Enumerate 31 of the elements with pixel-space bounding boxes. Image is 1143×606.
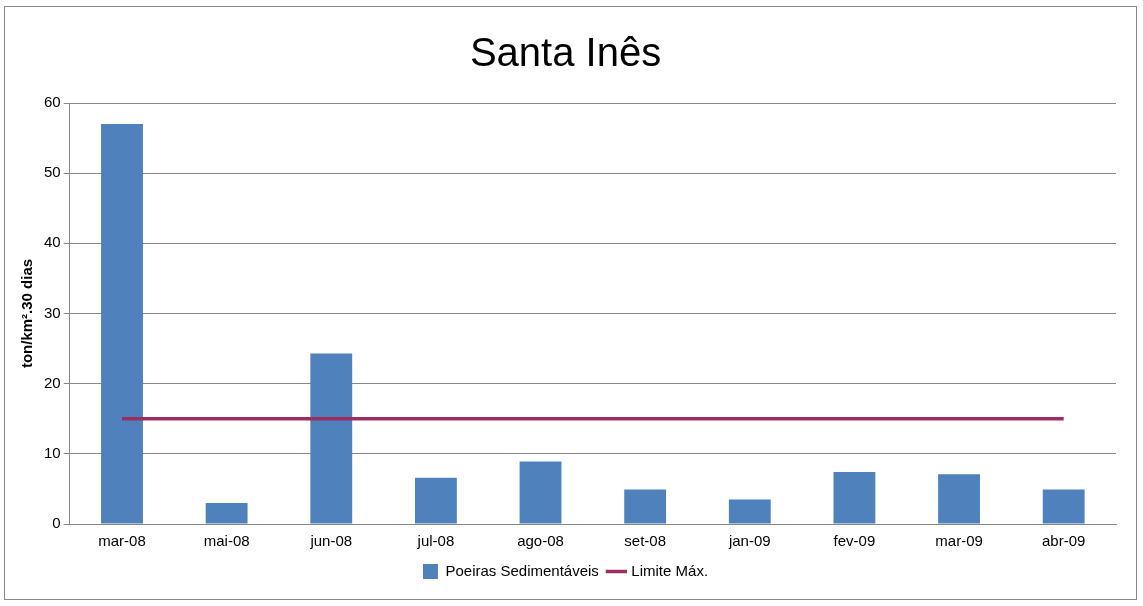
bar [519,461,562,524]
y-axis-title: ton/km².30 dias [18,258,36,369]
x-tick-label: fev-09 [833,532,876,550]
legend-label: Poeiras Sedimentáveis [445,561,599,579]
bar [833,472,876,524]
legend-label: Limite Máx. [631,561,709,579]
y-tick-label: 50 [44,163,61,181]
x-tick-label: jun-08 [309,532,353,550]
x-tick-label: set-08 [624,532,667,550]
bar [310,353,353,524]
bar [1042,489,1085,524]
bar [728,499,771,524]
bar [101,124,143,524]
bar [414,477,457,524]
y-tick-label: 0 [52,514,61,532]
x-tick-label: jan-09 [727,532,771,550]
y-tick-label: 60 [44,93,61,111]
x-tick-label: mar-09 [935,532,983,550]
y-tick-label: 30 [44,303,61,321]
x-tick-label: jul-08 [416,532,455,550]
bar [624,489,667,524]
y-tick-label: 40 [44,233,61,251]
x-tick-label: abr-09 [1042,532,1086,550]
y-tick-label: 10 [44,443,61,461]
x-tick-label: ago-08 [517,532,564,550]
bar [205,502,248,524]
chart-title: Santa Inês [469,30,662,75]
bar [938,474,980,524]
y-tick-label: 20 [44,373,61,391]
x-tick-label: mai-08 [203,532,250,550]
x-tick-label: mar-08 [98,532,146,550]
